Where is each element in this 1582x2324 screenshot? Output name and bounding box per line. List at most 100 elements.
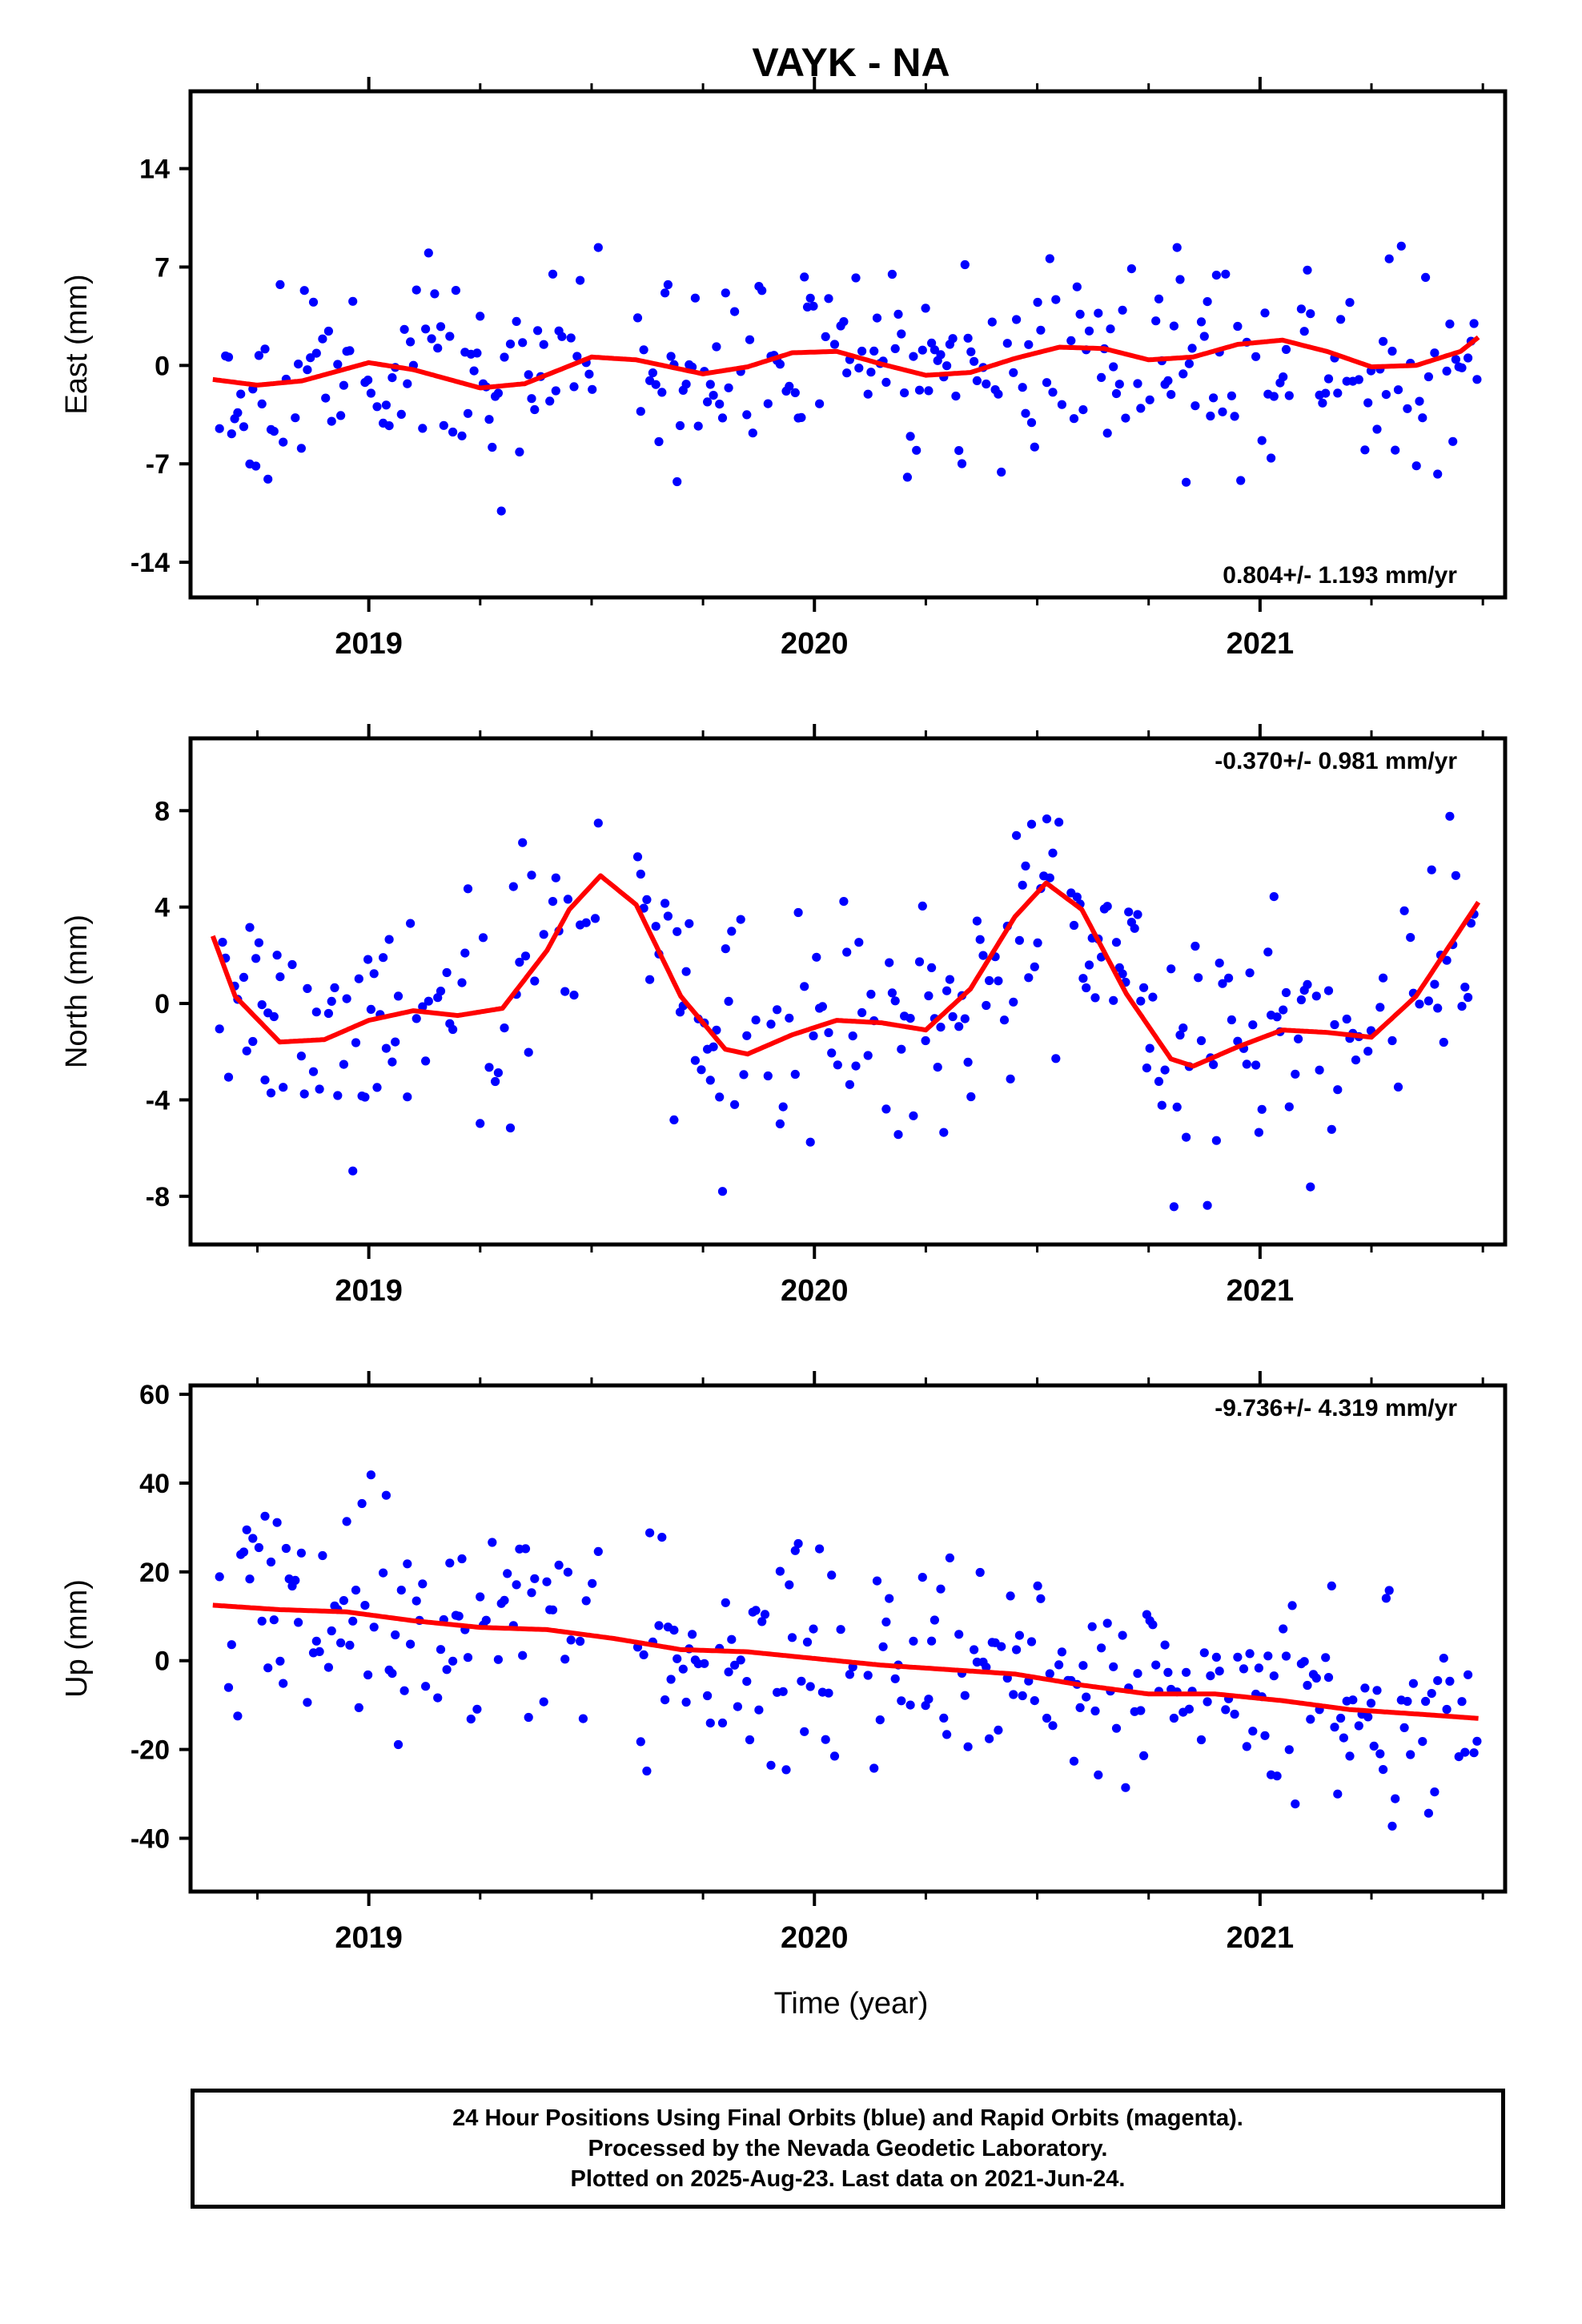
data-point	[902, 472, 912, 482]
caption-line-2: Processed by the Nevada Geodetic Laborat…	[588, 2136, 1108, 2161]
data-point	[1094, 308, 1103, 318]
data-point	[439, 420, 448, 430]
data-point	[1111, 388, 1122, 399]
data-point	[1102, 902, 1112, 911]
data-point	[327, 1626, 336, 1636]
data-point	[527, 1588, 536, 1598]
data-point	[1026, 1637, 1037, 1647]
data-point	[661, 1695, 670, 1705]
data-point	[669, 1115, 679, 1124]
data-point	[648, 368, 658, 378]
data-point	[1169, 1202, 1178, 1212]
data-point	[551, 386, 560, 396]
data-point	[303, 365, 312, 375]
data-point	[548, 1605, 558, 1614]
data-point	[323, 1663, 333, 1672]
data-point	[663, 279, 673, 290]
data-point	[1072, 282, 1082, 292]
data-point	[1379, 973, 1388, 983]
data-point	[1160, 1065, 1170, 1075]
data-point	[724, 1667, 733, 1677]
data-point	[227, 1640, 236, 1650]
data-point	[1460, 983, 1470, 992]
data-point	[530, 976, 540, 986]
data-point	[1151, 1660, 1161, 1670]
data-point	[430, 289, 440, 299]
data-point	[248, 1534, 258, 1543]
data-point	[520, 951, 531, 961]
data-point	[1279, 372, 1288, 382]
rate-annotation: -0.370+/- 0.981 mm/yr	[1215, 748, 1457, 774]
data-point	[590, 914, 600, 923]
data-point	[1082, 983, 1091, 993]
data-point	[515, 447, 524, 457]
data-point	[987, 317, 997, 327]
data-point	[1012, 830, 1022, 840]
points-group	[215, 811, 1479, 1212]
data-point	[1269, 892, 1279, 902]
data-point	[1203, 297, 1212, 307]
data-point	[1254, 1663, 1263, 1673]
data-point	[697, 1065, 706, 1075]
data-point	[272, 1518, 282, 1527]
data-point	[802, 1637, 813, 1647]
data-point	[1257, 436, 1267, 445]
data-point	[994, 389, 1003, 399]
data-point	[1118, 969, 1127, 979]
data-point	[866, 989, 876, 999]
data-point	[242, 1525, 251, 1534]
data-point	[805, 1137, 815, 1147]
data-point	[339, 1596, 348, 1606]
data-point	[763, 1071, 773, 1081]
data-point	[736, 1655, 745, 1665]
data-point	[488, 1538, 497, 1547]
data-point	[245, 1574, 255, 1584]
data-point	[1330, 1723, 1339, 1732]
data-point	[651, 380, 661, 389]
x-tick-label: 2021	[1227, 627, 1295, 661]
data-point	[548, 897, 558, 907]
data-point	[778, 1102, 788, 1112]
data-point	[1299, 327, 1309, 336]
data-point	[785, 1580, 794, 1590]
data-point	[1457, 1002, 1467, 1011]
data-point	[1014, 935, 1024, 945]
data-point	[927, 963, 937, 972]
data-point	[1182, 1667, 1191, 1677]
data-point	[639, 345, 648, 355]
data-point	[1221, 1705, 1231, 1715]
panels-group: -14 -7 0 7 14 2019 2020 2021 East (mm) 0.804+/- 1…	[60, 77, 1508, 1955]
data-point	[412, 1596, 421, 1606]
data-point	[1366, 1699, 1376, 1708]
data-point	[1421, 1696, 1431, 1707]
data-point	[218, 938, 227, 947]
data-point	[266, 1088, 276, 1098]
data-point	[330, 983, 339, 992]
data-point	[460, 948, 470, 958]
data-point	[466, 1715, 476, 1724]
data-point	[1175, 1030, 1185, 1040]
data-point	[363, 1670, 373, 1680]
data-point	[1154, 1076, 1164, 1086]
data-point	[742, 1677, 752, 1687]
data-point	[333, 360, 343, 369]
data-point	[369, 969, 379, 979]
data-point	[1075, 309, 1085, 319]
data-point	[463, 1653, 473, 1663]
data-point	[421, 1682, 431, 1691]
data-point	[1248, 1727, 1258, 1736]
data-point	[1139, 1751, 1149, 1760]
data-point	[1142, 1063, 1151, 1073]
data-point	[542, 1577, 552, 1586]
data-point	[1306, 1182, 1315, 1192]
data-point	[445, 1558, 455, 1568]
data-point	[405, 337, 416, 347]
data-point	[539, 930, 548, 939]
data-point	[1406, 933, 1415, 943]
data-point	[1236, 476, 1246, 485]
data-point	[505, 340, 516, 349]
data-point	[845, 1080, 854, 1089]
data-point	[845, 1670, 854, 1679]
data-point	[1012, 1645, 1022, 1655]
data-point	[954, 1022, 964, 1031]
